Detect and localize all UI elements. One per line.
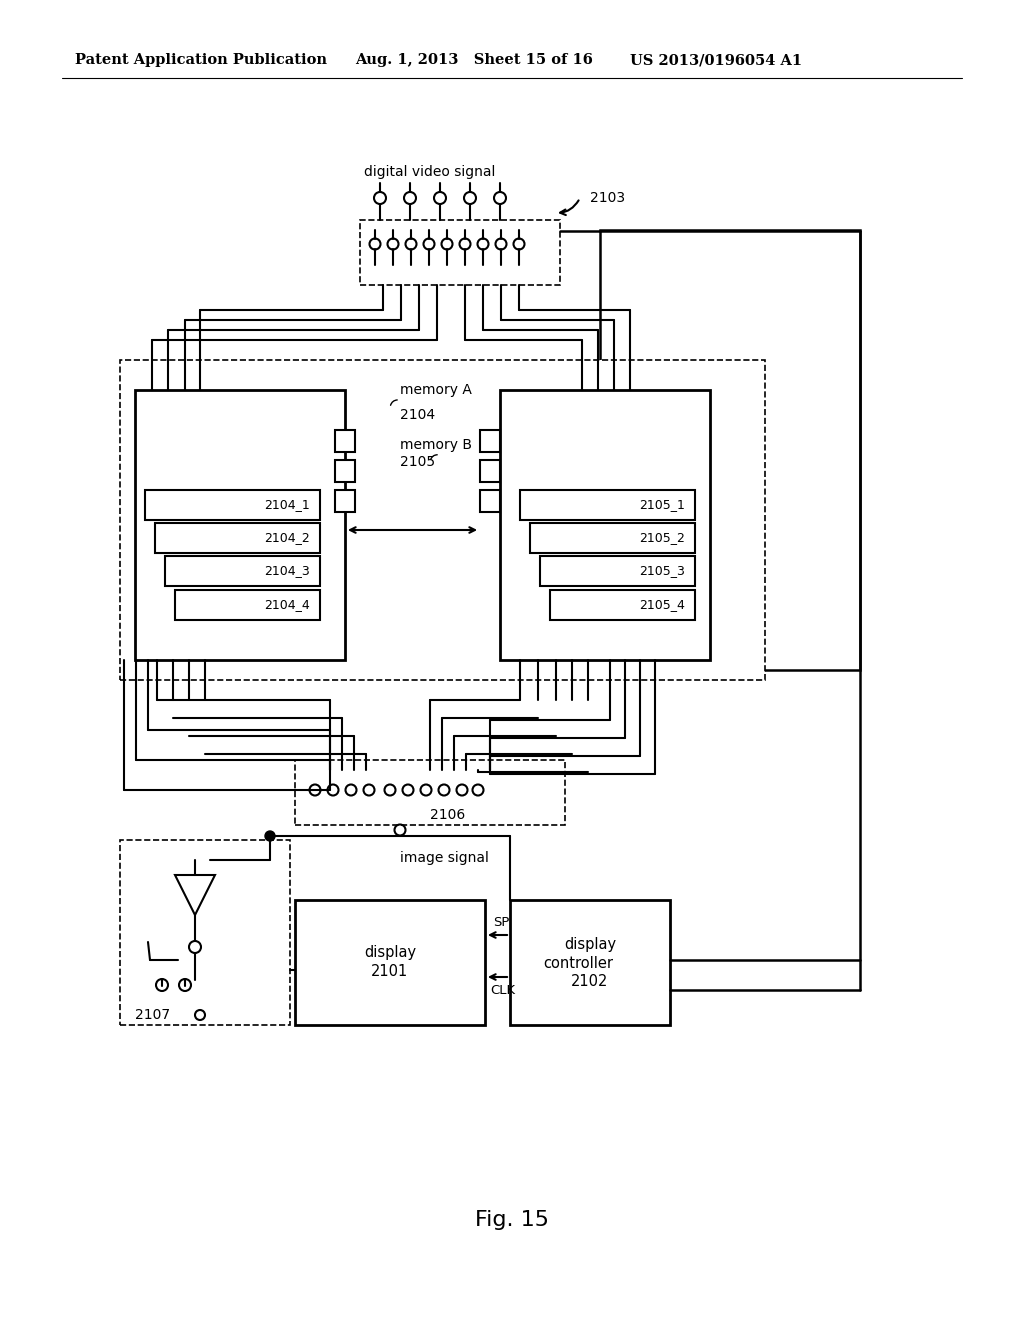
Text: Patent Application Publication: Patent Application Publication [75, 53, 327, 67]
Bar [480, 490, 500, 512]
Bar [335, 490, 355, 512]
Text: 2106: 2106 [430, 808, 465, 822]
Bar [295, 760, 565, 825]
Text: memory A: memory A [400, 383, 472, 397]
Text: display: display [364, 945, 416, 960]
Bar [510, 900, 670, 1026]
Text: 2105_2: 2105_2 [639, 532, 685, 544]
Bar [295, 900, 485, 1026]
Text: digital video signal: digital video signal [365, 165, 496, 180]
Text: memory B: memory B [400, 438, 472, 451]
Text: 2105_4: 2105_4 [639, 598, 685, 611]
Text: CLK: CLK [490, 983, 515, 997]
Circle shape [265, 832, 275, 841]
Bar [480, 459, 500, 482]
Text: 2104_3: 2104_3 [264, 565, 310, 578]
Bar [520, 490, 695, 520]
Text: 2104_2: 2104_2 [264, 532, 310, 544]
Text: US 2013/0196054 A1: US 2013/0196054 A1 [630, 53, 802, 67]
Bar [145, 490, 319, 520]
Text: 2105_3: 2105_3 [639, 565, 685, 578]
Text: 2105_1: 2105_1 [639, 499, 685, 511]
Polygon shape [175, 875, 215, 915]
Text: 2104_4: 2104_4 [264, 598, 310, 611]
Text: display: display [564, 937, 616, 953]
Bar [120, 360, 765, 680]
Bar [500, 389, 710, 660]
Text: 2104_1: 2104_1 [264, 499, 310, 511]
Text: Aug. 1, 2013   Sheet 15 of 16: Aug. 1, 2013 Sheet 15 of 16 [355, 53, 593, 67]
Text: 2103: 2103 [590, 191, 625, 205]
Bar [360, 220, 560, 285]
Bar [135, 389, 345, 660]
Bar [540, 556, 695, 586]
Bar [155, 523, 319, 553]
Text: controller: controller [543, 956, 613, 970]
Text: SP: SP [493, 916, 509, 928]
Bar [550, 590, 695, 620]
Bar [165, 556, 319, 586]
Bar [120, 840, 290, 1026]
Text: 2104: 2104 [400, 408, 435, 422]
Bar [335, 459, 355, 482]
Bar [175, 590, 319, 620]
Bar [530, 523, 695, 553]
Bar [480, 430, 500, 451]
Text: Fig. 15: Fig. 15 [475, 1210, 549, 1230]
Text: 2105: 2105 [400, 455, 435, 469]
Bar [335, 430, 355, 451]
Text: 2102: 2102 [571, 974, 608, 989]
Text: image signal: image signal [400, 851, 488, 865]
Text: 2107: 2107 [135, 1008, 170, 1022]
Text: 2101: 2101 [372, 965, 409, 979]
Bar [600, 230, 860, 671]
